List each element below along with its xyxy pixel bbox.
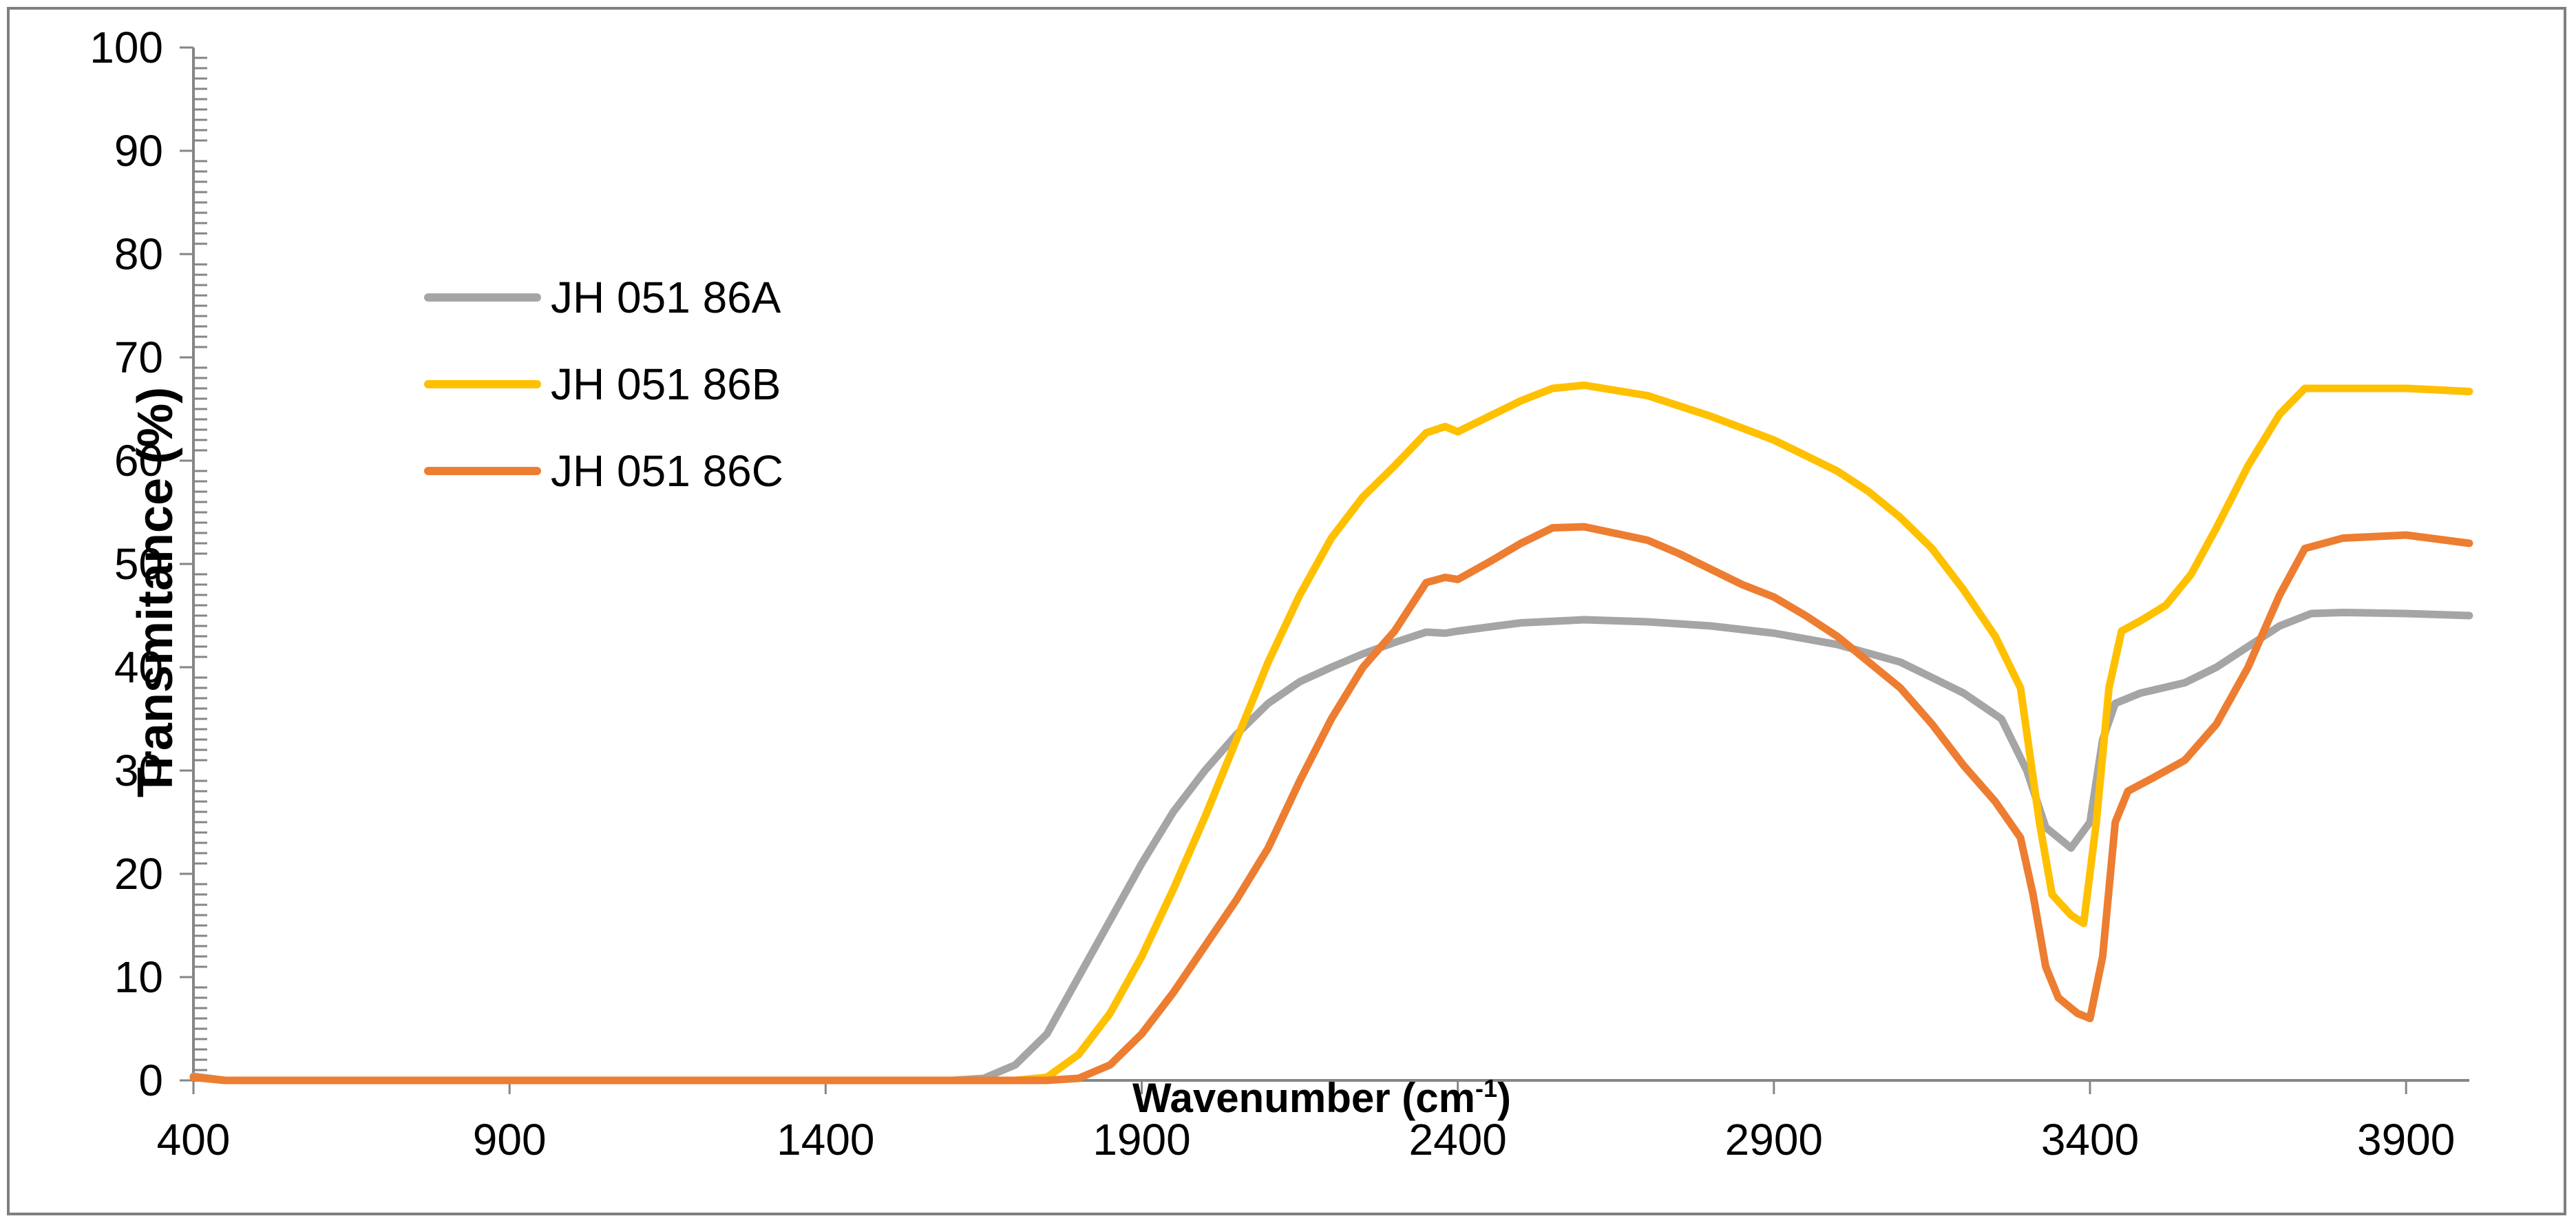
x-axis: 400 900 1400 1900 2400 2900 3400 3900 [157, 1079, 2469, 1164]
y-tick-label: 30 [114, 746, 163, 795]
y-tick-label: 10 [114, 952, 163, 1002]
y-tick-label: 20 [114, 849, 163, 899]
x-axis-title-close: ) [1497, 1075, 1511, 1121]
y-tick-label: 40 [114, 642, 163, 692]
x-tick-label: 1400 [777, 1115, 874, 1164]
y-tick-label: 100 [89, 23, 163, 72]
legend-label-2: JH 051 86B [551, 359, 781, 409]
y-tick-label: 90 [114, 126, 163, 176]
x-tick-label: 1900 [1092, 1115, 1190, 1164]
x-tick-label: 2900 [1725, 1115, 1823, 1164]
y-tick-label: 80 [114, 229, 163, 279]
x-tick-label: 3900 [2357, 1115, 2455, 1164]
y-tick-label: 50 [114, 539, 163, 589]
y-tick-label: 0 [138, 1056, 163, 1105]
x-axis-title-text: Wavenumber (cm [1132, 1075, 1475, 1121]
legend-label-1: JH 051 86A [551, 273, 781, 322]
y-tick-label: 70 [114, 333, 163, 382]
series-layer [189, 381, 2473, 1085]
y-tick-label: 60 [114, 436, 163, 485]
legend-label-3: JH 051 86C [551, 446, 783, 496]
chart-frame [7, 7, 2566, 1215]
x-tick-label: 3400 [2041, 1115, 2139, 1164]
series-line-2 [189, 381, 2473, 1085]
x-axis-title-superscript: -1 [1475, 1074, 1497, 1102]
x-axis-title: Wavenumber (cm-1) [1132, 1074, 1511, 1121]
legend: JH 051 86A JH 051 86B JH 051 86C [424, 273, 783, 496]
series-line-1 [189, 609, 2473, 1085]
y-axis-title: Transmitance (%) [128, 387, 183, 797]
x-tick-label: 900 [473, 1115, 547, 1164]
x-tick-label: 2400 [1408, 1115, 1506, 1164]
series-line-3 [189, 523, 2473, 1085]
x-tick-label: 400 [157, 1115, 231, 1164]
y-axis: 0 10 20 30 40 50 60 70 80 90 100 [89, 23, 207, 1105]
